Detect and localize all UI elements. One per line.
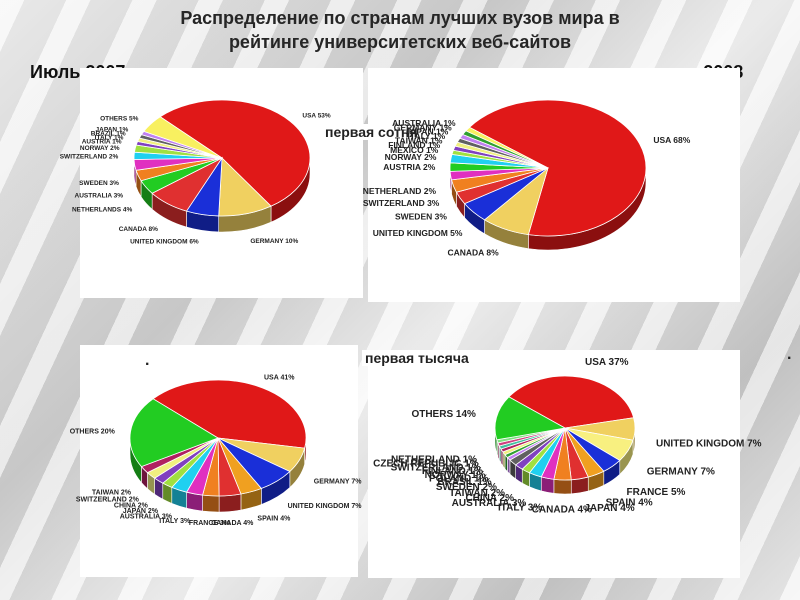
pie-4-label-norway: NORWAY 1% <box>425 470 486 481</box>
pie-2-label-netherland: NETHERLAND 2% <box>363 186 437 196</box>
pie-4-label-china: CHINA 2% <box>465 493 514 504</box>
pie-4-label-canada: CANADA 4% <box>532 505 592 516</box>
pie-3-label-canada: CANADA 4% <box>211 520 254 527</box>
pie-2-label-taiwan: TAIWAN 1% <box>395 136 443 146</box>
pie-2-label-italy: ITALY 1% <box>408 131 446 141</box>
pie-2-label-japan: JAPAN 1% <box>405 127 448 137</box>
pie-chart-4: USA 37% UNITED KINGDOM 7% GERMANY 7% FRANCE… <box>373 357 762 516</box>
pie-3-slice-usa <box>152 379 307 449</box>
pie-4-slice-usa <box>508 375 635 429</box>
pie-2-label-australia: AUSTRALIA 1% <box>392 118 456 128</box>
pie-4-label-united-kingdom: UNITED KINGDOM 7% <box>656 438 762 449</box>
pie-3-label-taiwan: TAIWAN 2% <box>92 489 132 496</box>
pie-4-label-usa: USA 37% <box>585 357 629 368</box>
pie-4-slice-others <box>494 396 567 441</box>
pie-3-side-canada <box>218 493 242 513</box>
pie-1-label-switzerland: SWITZERLAND 2% <box>60 153 119 160</box>
pie-4-label-sweden: SWEDEN 2% <box>436 482 497 493</box>
pie-4-label-netherland: NETHERLAND 1% <box>391 454 477 465</box>
pie-3-label-germany: GERMANY 7% <box>314 478 362 485</box>
pie-4-label-italy: ITALY 3% <box>498 502 542 513</box>
pie-1-label-canada: CANADA 8% <box>119 226 158 233</box>
pie-1-label-austria: AUSTRIA 1% <box>82 139 122 146</box>
title-line-2: рейтинге университетских веб-сайтов <box>228 32 572 52</box>
pie-3-slice-others <box>129 398 219 468</box>
dot-mark-right: . <box>787 346 792 363</box>
pie-1-label-others: OTHERS 5% <box>100 115 139 122</box>
pie-2-label-switzerland: SWITZERLAND 3% <box>363 198 440 208</box>
pie-4-label-germany: GERMANY 7% <box>647 467 715 478</box>
pie-1-label-italy: ITALY 1% <box>95 134 124 141</box>
label-top-thousand: первая тысяча <box>362 350 472 366</box>
pie-4-label-japan: JAPAN 4% <box>584 503 634 514</box>
pie-2-slice-usa <box>468 99 647 237</box>
pie-4-label-others: OTHERS 14% <box>411 409 476 420</box>
pie-3-label-switzerland: SWITZERLAND 2% <box>76 496 140 503</box>
pie-2-label-usa: USA 68% <box>653 135 690 145</box>
dot-mark-left: . <box>145 352 150 369</box>
pie-3-label-spain: SPAIN 4% <box>257 515 291 522</box>
pie-3-side-france <box>202 494 220 513</box>
pie-2-label-mexico: MEXICO 1% <box>390 145 439 155</box>
pie-2-slice-australia <box>465 126 549 169</box>
pie-1-label-australia: AUSTRALIA 3% <box>75 193 124 200</box>
pie-4-label-spain: SPAIN 4% <box>606 497 653 508</box>
pie-3-label-others: OTHERS 20% <box>70 428 116 435</box>
pie-4-label-switzerland: SWITZERLAND 1% <box>391 462 481 473</box>
pie-4-label-taiwan: TAIWAN 2% <box>449 488 505 499</box>
pie-2-label-finland: FINLAND 1% <box>388 140 440 150</box>
pie-4-label-czech-republic: CZECH REPUBLIC 1% <box>373 458 479 469</box>
pie-4-label-australia: AUSTRALIA 3% <box>452 498 527 509</box>
pie-chart-2: USA 68% CANADA 8% UNITED KINGDOM 5% SWEDEN … <box>363 99 691 257</box>
pie-chart-3: USA 41% GERMANY 7% UNITED KINGDOM 7% SPAIN … <box>70 375 363 528</box>
pie-2-label-austria: AUSTRIA 2% <box>383 162 436 172</box>
pie-chart-1: USA 53% GERMANY 10% UNITED KINGDOM 6% CANAD… <box>60 99 331 246</box>
pie-1-label-japan: JAPAN 1% <box>96 126 129 133</box>
pie-1-label-germany: GERMANY 10% <box>250 238 298 245</box>
pie-2-label-norway: NORWAY 2% <box>385 152 437 162</box>
pie-1-label-netherlands: NETHERLANDS 4% <box>72 206 133 213</box>
pie-4-label-finland: FINLAND 1% <box>422 466 483 477</box>
pie-2-label-united-kingdom: UNITED KINGDOM 5% <box>373 228 463 238</box>
pie-3-label-japan: JAPAN 2% <box>123 508 159 515</box>
pie-3-label-australia: AUSTRALIA 3% <box>120 513 173 520</box>
pie-2-label-germany: GERMANY 1% <box>394 122 452 132</box>
pie-1-slice-usa <box>159 99 311 207</box>
page-title: Распределение по странам лучших вузов ми… <box>0 6 800 54</box>
pie-4-side-canada <box>553 479 572 495</box>
pie-1-label-sweden: SWEDEN 3% <box>79 180 119 187</box>
pie-3-label-italy: ITALY 3% <box>159 518 191 525</box>
pie-2-label-sweden: SWEDEN 3% <box>395 212 447 222</box>
pie-4-label-brasil: BRASIL 1% <box>437 477 491 488</box>
pie-1-label-brazil: BRAZIL 1% <box>91 130 126 137</box>
title-line-1: Распределение по странам лучших вузов ми… <box>180 8 620 28</box>
pie-3-label-china: CHINA 2% <box>114 502 149 509</box>
pie-2-label-canada: CANADA 8% <box>447 247 499 257</box>
pie-3-label-united-kingdom: UNITED KINGDOM 7% <box>288 503 363 510</box>
label-top-hundred: первая сотня <box>322 124 421 140</box>
pie-4-label-poland: POLAND 1% <box>429 474 489 485</box>
pie-1-slice-others <box>143 116 223 159</box>
pie-1-label-norway: NORWAY 2% <box>80 145 120 152</box>
pie-4-label-france: FRANCE 5% <box>627 487 686 498</box>
pie-1-label-united-kingdom: UNITED KINGDOM 6% <box>130 239 199 246</box>
pie-3-label-france: FRANCE 3% <box>189 520 231 527</box>
pie-1-label-usa: USA 53% <box>302 113 331 120</box>
pie-3-label-usa: USA 41% <box>264 375 295 382</box>
